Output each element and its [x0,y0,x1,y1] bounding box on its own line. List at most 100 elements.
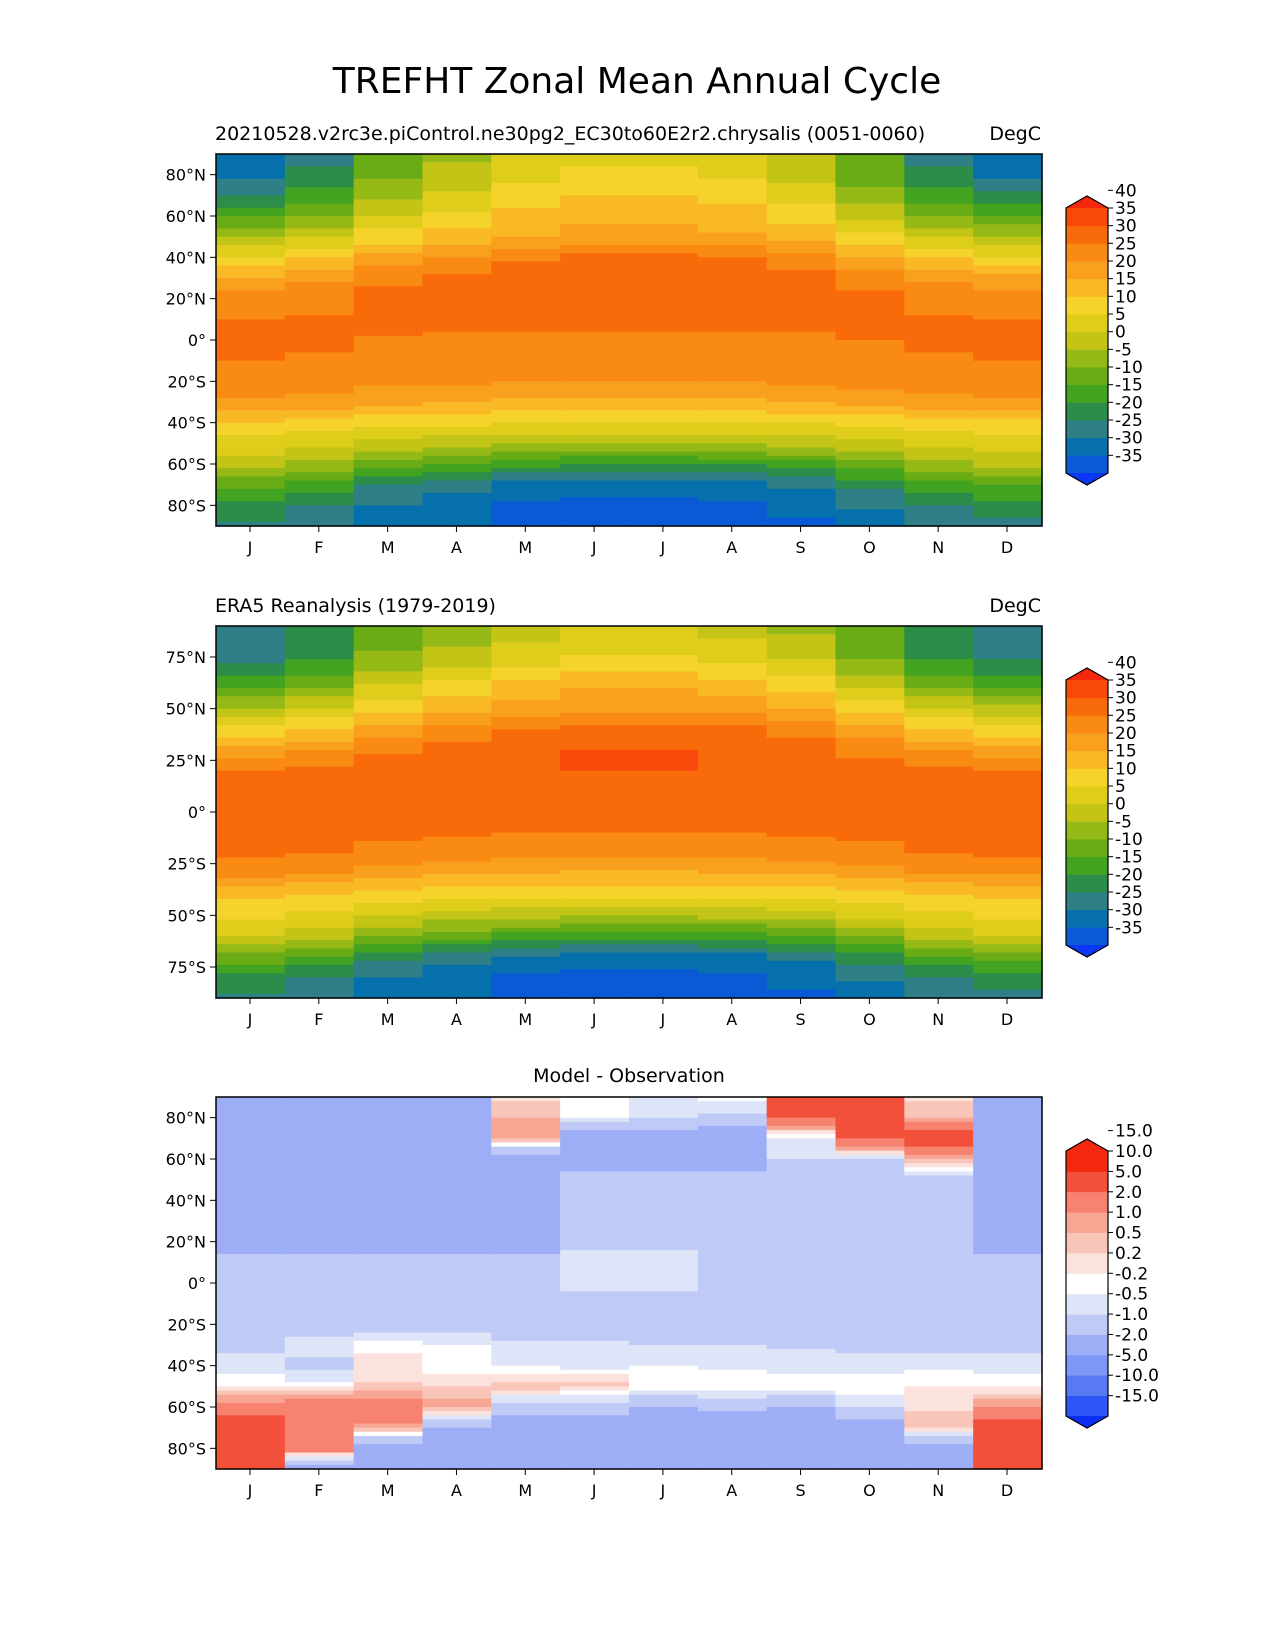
heatmap-cell [766,807,837,813]
heatmap-cell [560,257,630,263]
heatmap-cell [697,1200,768,1206]
heatmap-cell [766,1097,837,1102]
heatmap-cell [973,269,1043,275]
heatmap-cell [835,1196,905,1201]
colorbar-label: -5 [1115,340,1132,360]
y-tick-label: 40°N [166,248,206,267]
heatmap-cell [629,807,699,813]
heatmap-cell [284,381,355,387]
heatmap-cell [835,882,905,887]
heatmap-cell [697,1233,768,1239]
heatmap-cell [835,1200,905,1206]
heatmap-cell [216,1365,286,1371]
heatmap-cell [353,1113,424,1119]
heatmap-cell [835,1179,905,1185]
heatmap-cell [491,286,561,291]
heatmap-cell [766,1357,837,1363]
heatmap-cell [491,182,561,188]
heatmap-cell [766,286,837,291]
heatmap-cell [216,348,286,353]
heatmap-cell [422,1212,492,1218]
heatmap-cell [353,824,424,830]
heatmap-cell [697,1316,768,1321]
heatmap-cell [904,646,974,652]
heatmap-cell [973,1295,1043,1301]
heatmap-cell [353,1357,424,1363]
heatmap-cell [422,940,492,945]
heatmap-cell [560,1295,630,1301]
heatmap-cell [560,824,630,830]
heatmap-cell [629,476,699,482]
heatmap-cell [353,1254,424,1259]
heatmap-cell [904,1345,974,1350]
heatmap-cell [629,306,699,312]
heatmap-cell [973,791,1043,797]
heatmap-cell [629,692,699,697]
heatmap-cell [973,1378,1043,1383]
heatmap-cell [629,236,699,242]
y-tick-label: 40°S [167,1357,206,1376]
heatmap-cell [353,1146,424,1152]
heatmap-cell [697,1324,768,1330]
heatmap-cell [422,766,492,772]
heatmap-cell [353,832,424,838]
heatmap-cell [422,265,492,271]
heatmap-cell [766,154,837,159]
heatmap-cell [697,679,768,685]
heatmap-cell [284,1291,355,1296]
heatmap-cell [284,182,355,188]
heatmap-cell [353,1249,424,1255]
heatmap-cell [216,807,286,813]
heatmap-cell [422,919,492,925]
heatmap-cell [284,344,355,349]
heatmap-cell [835,1361,905,1367]
heatmap-cell [216,886,286,892]
heatmap-cell [353,646,424,652]
heatmap-cell [422,774,492,780]
heatmap-cell [216,1117,286,1123]
heatmap-cell [560,1204,630,1210]
heatmap-cell [973,886,1043,892]
heatmap-cell [560,1212,630,1218]
x-tick-label: N [932,1481,944,1500]
heatmap-cell [284,377,355,382]
heatmap-cell [216,327,286,333]
heatmap-cell [629,1402,699,1408]
heatmap-cell [560,220,630,225]
heatmap-cell [697,480,768,486]
heatmap-cell [904,1163,974,1168]
heatmap-cell [422,1386,492,1392]
heatmap-cell [697,721,768,726]
heatmap-cell [973,381,1043,387]
heatmap-cell [422,1398,492,1404]
heatmap-cell [353,787,424,792]
heatmap-cell [835,1134,905,1139]
heatmap-cell [835,360,905,366]
heatmap-cell [491,940,561,945]
heatmap-cell [766,364,837,370]
heatmap-cell [491,898,561,904]
y-tick-label: 20°N [166,290,206,309]
heatmap-cell [835,791,905,797]
heatmap-cell [353,402,424,407]
heatmap-cell [353,1283,424,1288]
heatmap-cell [284,1386,355,1392]
heatmap-cell [560,178,630,184]
heatmap-cell [835,820,905,825]
heatmap-cell [422,1146,492,1152]
heatmap-cell [973,1407,1043,1412]
heatmap-cell [560,162,630,167]
heatmap-cell [216,878,286,883]
heatmap-cell [904,1332,974,1338]
heatmap-cell [904,745,974,751]
heatmap-cell [422,1125,492,1131]
heatmap-cell [284,671,355,677]
heatmap-cell [629,898,699,904]
heatmap-cell [284,488,355,494]
heatmap-cell [216,849,286,854]
heatmap-cell [353,853,424,859]
heatmap-cell [697,1452,768,1458]
heatmap-cell [216,282,286,287]
heatmap-cell [560,492,630,498]
